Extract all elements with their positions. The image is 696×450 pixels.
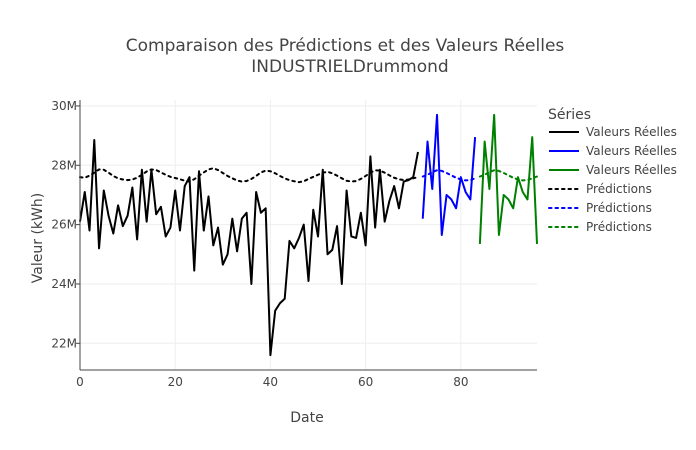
legend-label-3: Valeurs Réelles xyxy=(586,163,677,177)
y-axis-title: Valeur (kWh) xyxy=(30,193,46,283)
y-tick-label: 30M xyxy=(51,99,77,113)
y-tick-label: 22M xyxy=(51,336,77,350)
legend-label-6: Prédictions xyxy=(586,220,652,234)
y-tick-label: 26M xyxy=(51,218,77,232)
series-line-1 xyxy=(79,139,419,357)
gridlines xyxy=(79,100,537,370)
series-line-2 xyxy=(421,113,477,236)
series-line-4 xyxy=(79,167,419,184)
axes: 0 20 40 60 80 22M 24M 26M 28M 30M xyxy=(51,99,537,389)
legend: Séries Valeurs Réelles Valeurs Réelles Val… xyxy=(548,107,677,234)
legend-label-1: Valeurs Réelles xyxy=(586,125,677,139)
x-tick-label: 0 xyxy=(76,375,84,389)
x-tick-label: 60 xyxy=(358,375,373,389)
chart-subtitle: INDUSTRIELDrummond xyxy=(251,57,448,77)
x-tick-label: 80 xyxy=(453,375,468,389)
chart-title: Comparaison des Prédictions et des Valeu… xyxy=(126,36,565,56)
y-tick-label: 24M xyxy=(51,277,77,291)
x-tick-label: 20 xyxy=(168,375,183,389)
legend-label-4: Prédictions xyxy=(586,182,652,196)
x-axis-title: Date xyxy=(290,410,323,426)
legend-label-2: Valeurs Réelles xyxy=(586,144,677,158)
legend-label-5: Prédictions xyxy=(586,201,652,215)
y-tick-label: 28M xyxy=(51,158,77,172)
series-line-5 xyxy=(421,169,477,182)
plot-area xyxy=(79,113,538,357)
legend-title: Séries xyxy=(548,107,591,123)
x-tick-label: 40 xyxy=(263,375,278,389)
series-line-3 xyxy=(478,113,538,244)
